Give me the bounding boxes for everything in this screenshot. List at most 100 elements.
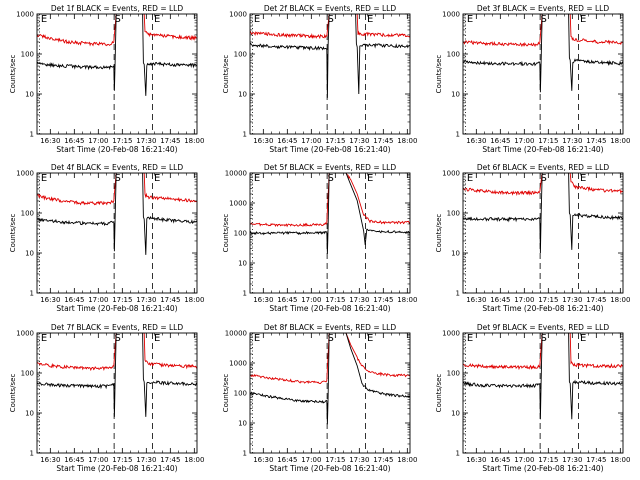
marker-label-s: S [327,173,333,184]
marker-label-e: E [154,173,160,184]
y-tick-label: 1 [30,290,34,298]
x-tick-label: 17:45 [586,137,606,145]
panel-title: Det 2f BLACK = Events, RED = LLD [264,4,397,13]
y-tick-label: 1000 [229,200,247,208]
marker-label-e: E [41,173,47,184]
x-tick-label: 17:45 [586,456,606,464]
y-tick-label: 1000 [16,170,34,178]
plot-frame [249,13,411,135]
y-tick-label: 100 [447,370,460,378]
x-tick-label: 18:00 [610,456,630,464]
x-tick-label: 17:00 [514,456,534,464]
x-tick-label: 17:15 [325,296,345,304]
series-events-line [250,14,410,98]
series-lld-line [463,333,623,371]
marker-label-s: S [114,333,120,344]
panel-title: Det 4f BLACK = Events, RED = LLD [51,163,184,172]
panel-title: Det 9f BLACK = Events, RED = LLD [477,323,610,332]
y-tick-label: 1 [456,450,460,458]
y-tick-label: 1 [243,450,247,458]
x-axis-label: Start Time (20-Feb-08 16:21:40) [482,145,603,154]
x-tick-label: 17:30 [349,296,369,304]
plot-frame [36,13,198,135]
x-tick-label: 16:45 [64,137,84,145]
series-lld-line [463,14,623,48]
series-events-line [37,14,197,96]
x-tick-label: 16:30 [466,296,486,304]
panel-title: Det 1f BLACK = Events, RED = LLD [51,4,184,13]
x-tick-label: 17:00 [514,137,534,145]
y-tick-label: 1 [30,131,34,139]
x-tick-label: 16:30 [40,456,60,464]
panel-title: Det 8f BLACK = Events, RED = LLD [264,323,397,332]
series-events-line [250,333,410,425]
x-tick-label: 17:00 [301,296,321,304]
x-tick-label: 17:45 [373,456,393,464]
plot-frame [249,332,411,454]
x-axis-label: Start Time (20-Feb-08 16:21:40) [269,145,390,154]
marker-label-e: E [580,333,586,344]
y-tick-label: 1000 [16,330,34,338]
x-tick-label: 17:30 [562,296,582,304]
x-tick-label: 17:15 [325,456,345,464]
marker-label-e: E [41,333,47,344]
x-tick-label: 18:00 [397,137,417,145]
x-tick-label: 16:45 [277,456,297,464]
x-tick-label: 16:30 [466,137,486,145]
series-lld-line [250,14,410,40]
plot-frame [462,172,624,294]
x-tick-label: 18:00 [397,296,417,304]
y-tick-label: 1000 [442,170,460,178]
y-tick-label: 100 [21,210,34,218]
series-lld-line [463,173,623,196]
x-tick-label: 17:30 [562,137,582,145]
marker-label-e: E [580,173,586,184]
y-tick-label: 10000 [225,330,247,338]
marker-label-s: S [540,14,546,25]
x-tick-label: 16:30 [253,137,273,145]
x-tick-label: 17:15 [325,137,345,145]
y-tick-label: 1 [30,450,34,458]
y-tick-label: 1 [243,131,247,139]
marker-label-e: E [467,14,473,25]
x-tick-label: 18:00 [184,137,204,145]
x-axis-label: Start Time (20-Feb-08 16:21:40) [269,464,390,473]
x-tick-label: 17:30 [349,456,369,464]
x-tick-label: 17:30 [562,456,582,464]
y-tick-label: 1000 [16,11,34,19]
x-tick-label: 17:00 [88,296,108,304]
x-tick-label: 17:15 [538,456,558,464]
x-tick-label: 17:30 [349,137,369,145]
x-tick-label: 17:45 [373,296,393,304]
marker-label-e: E [367,14,373,25]
marker-label-e: E [254,173,260,184]
x-tick-label: 16:30 [40,296,60,304]
x-tick-label: 18:00 [610,137,630,145]
marker-label-s: S [114,173,120,184]
marker-label-e: E [467,173,473,184]
marker-label-e: E [154,14,160,25]
y-axis-label: Counts/sec [435,374,443,413]
x-tick-label: 16:30 [253,456,273,464]
y-tick-label: 10 [238,260,247,268]
y-tick-label: 10000 [225,170,247,178]
x-tick-label: 16:45 [277,137,297,145]
x-tick-label: 18:00 [610,296,630,304]
series-events-line [463,173,623,254]
series-events-line [463,333,623,420]
y-tick-label: 1000 [229,360,247,368]
panel-title: Det 3f BLACK = Events, RED = LLD [477,4,610,13]
marker-label-e: E [467,333,473,344]
x-tick-label: 17:00 [301,137,321,145]
marker-label-e: E [154,333,160,344]
x-tick-label: 17:00 [88,456,108,464]
x-tick-label: 17:15 [538,137,558,145]
marker-label-e: E [41,14,47,25]
series-lld-line [37,173,197,206]
x-axis-label: Start Time (20-Feb-08 16:21:40) [482,304,603,313]
